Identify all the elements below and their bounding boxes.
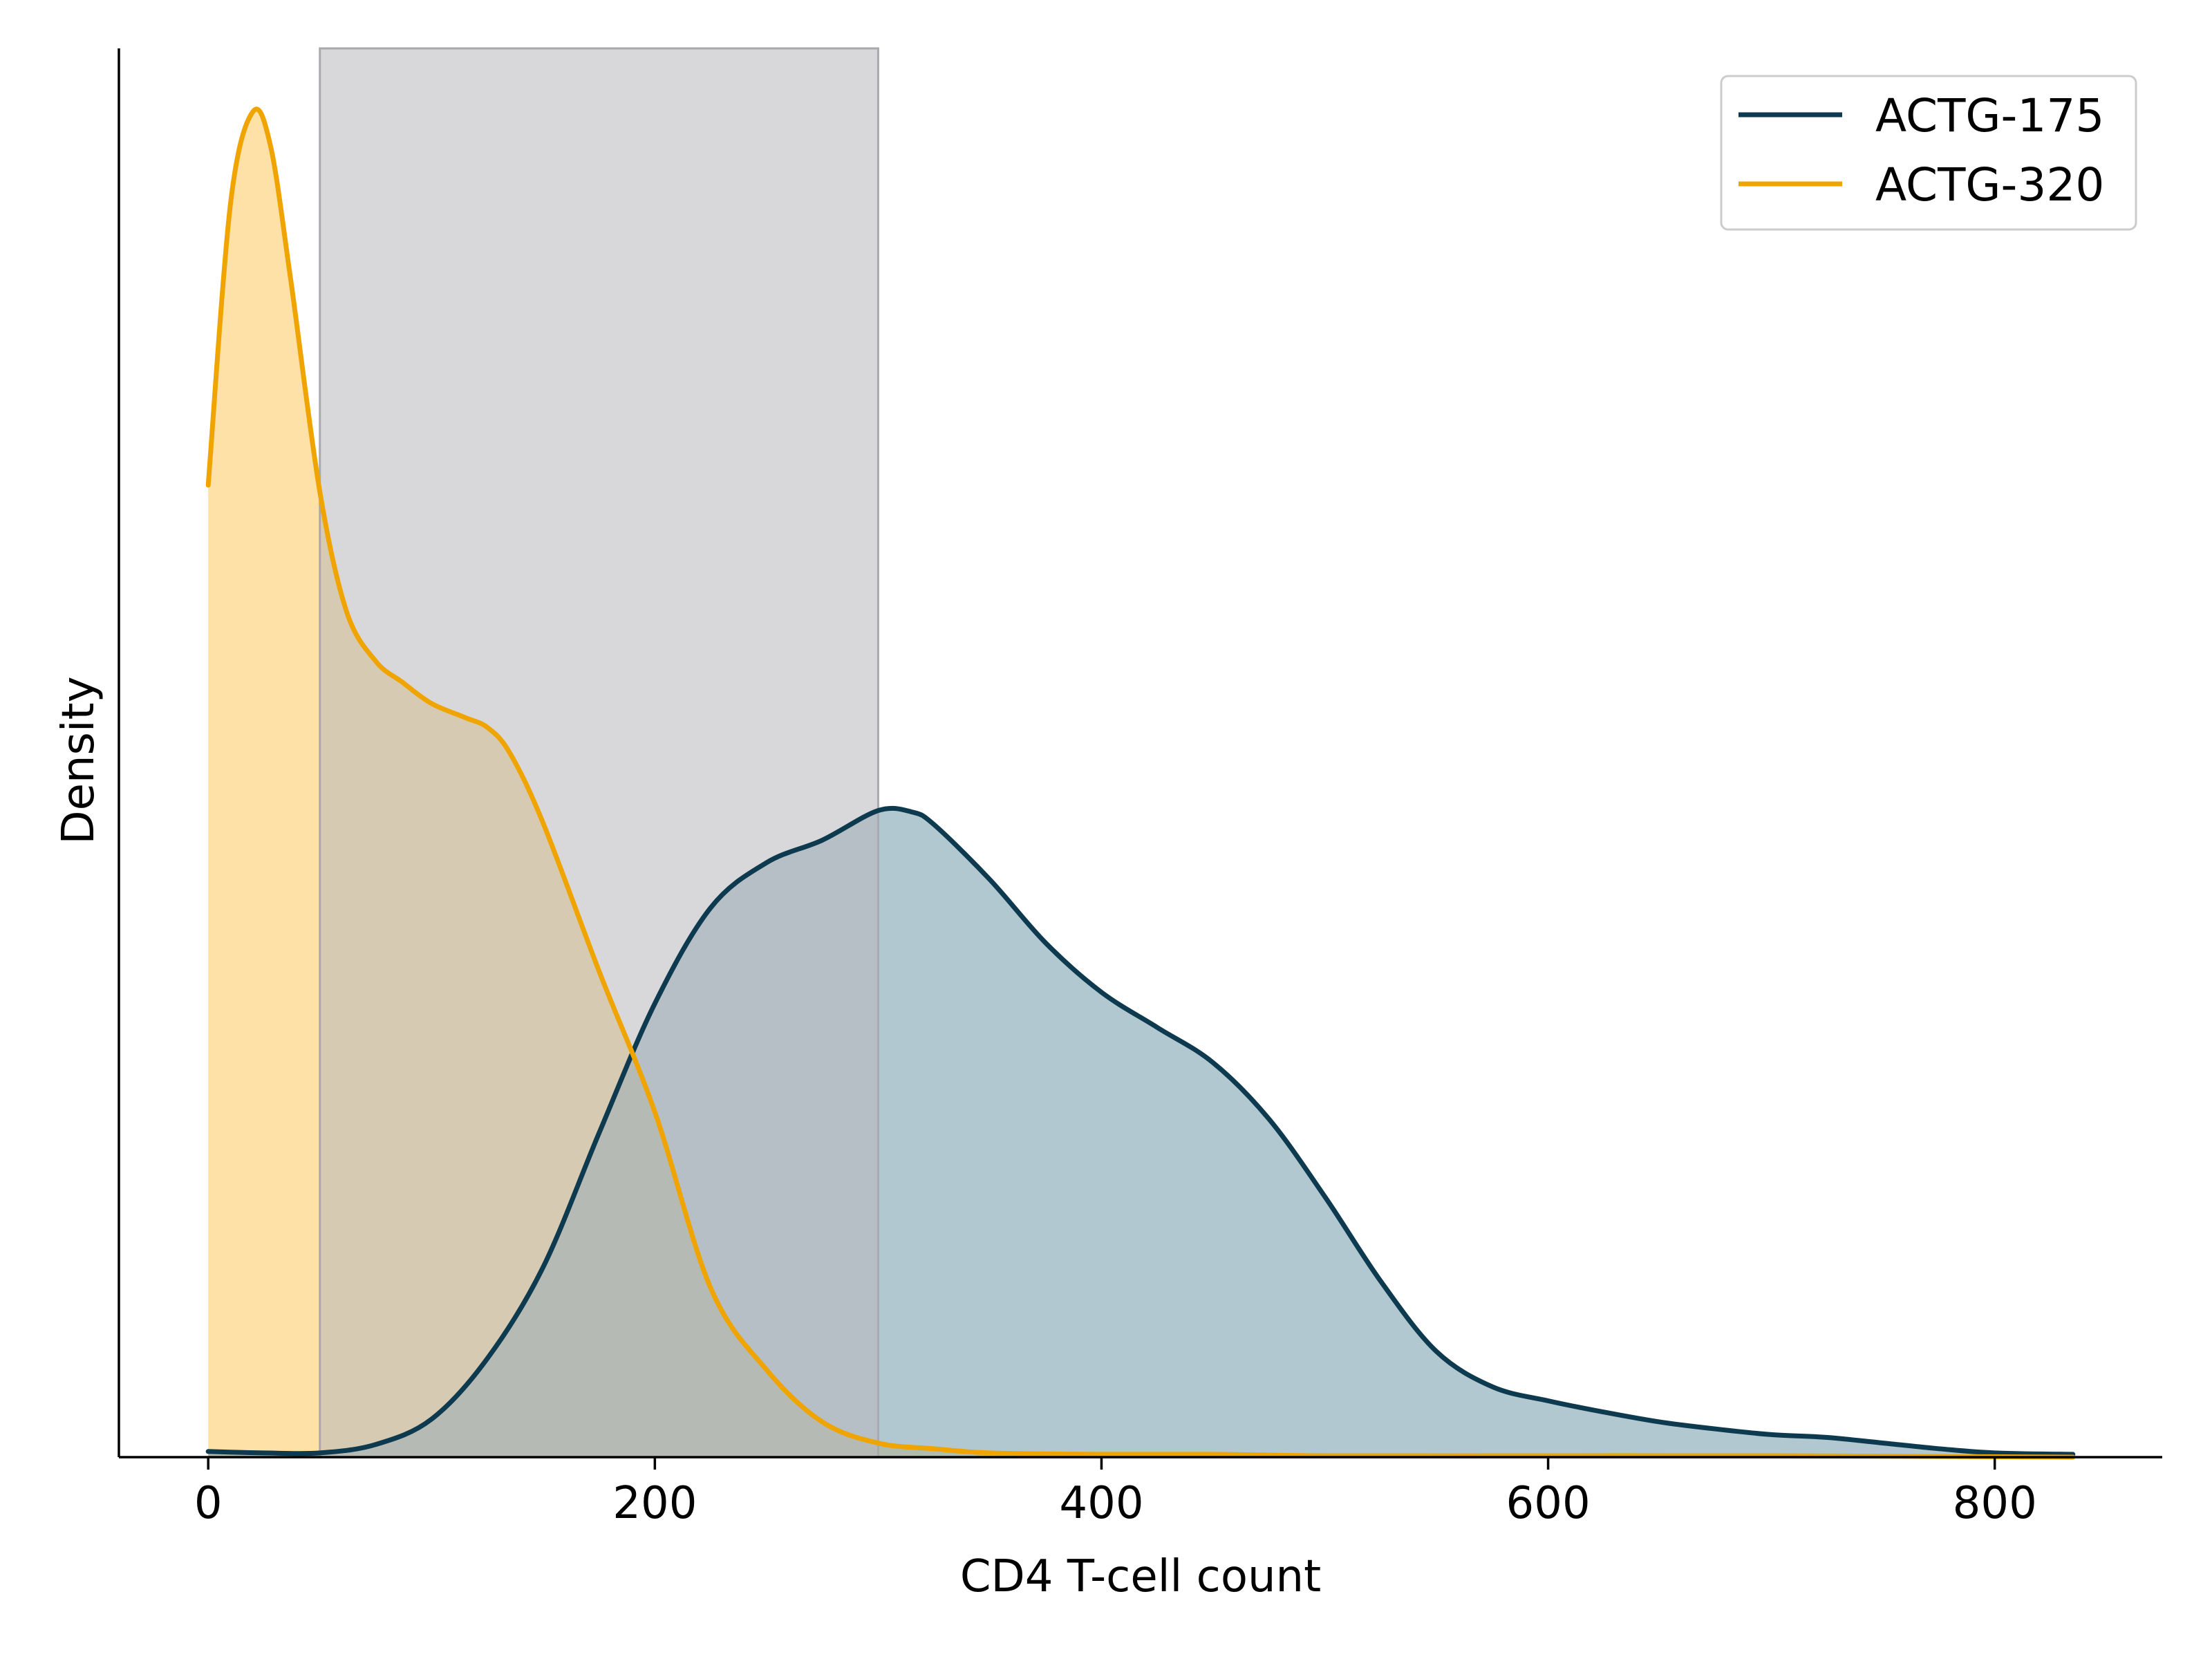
legend-label-actg-175: ACTG-175 (1875, 89, 2104, 142)
plot-area (205, 47, 2076, 1460)
density-line-actg-320 (205, 106, 2076, 1460)
shaded-region (319, 47, 879, 1459)
x-axis-ticks: 0 200 400 600 800 (194, 1457, 2037, 1529)
x-tick-label-800: 800 (1953, 1478, 2037, 1529)
legend-label-actg-320: ACTG-320 (1875, 158, 2104, 212)
y-axis-title: Density (53, 676, 104, 844)
x-tick-label-0: 0 (194, 1478, 223, 1529)
density-line-actg-175 (205, 805, 2076, 1457)
legend: ACTG-175 ACTG-320 (1720, 75, 2137, 231)
x-tick-label-200: 200 (612, 1478, 697, 1529)
x-tick-label-400: 400 (1059, 1478, 1143, 1529)
x-tick-label-600: 600 (1506, 1478, 1591, 1529)
x-axis-title: CD4 T-cell count (960, 1551, 1321, 1602)
